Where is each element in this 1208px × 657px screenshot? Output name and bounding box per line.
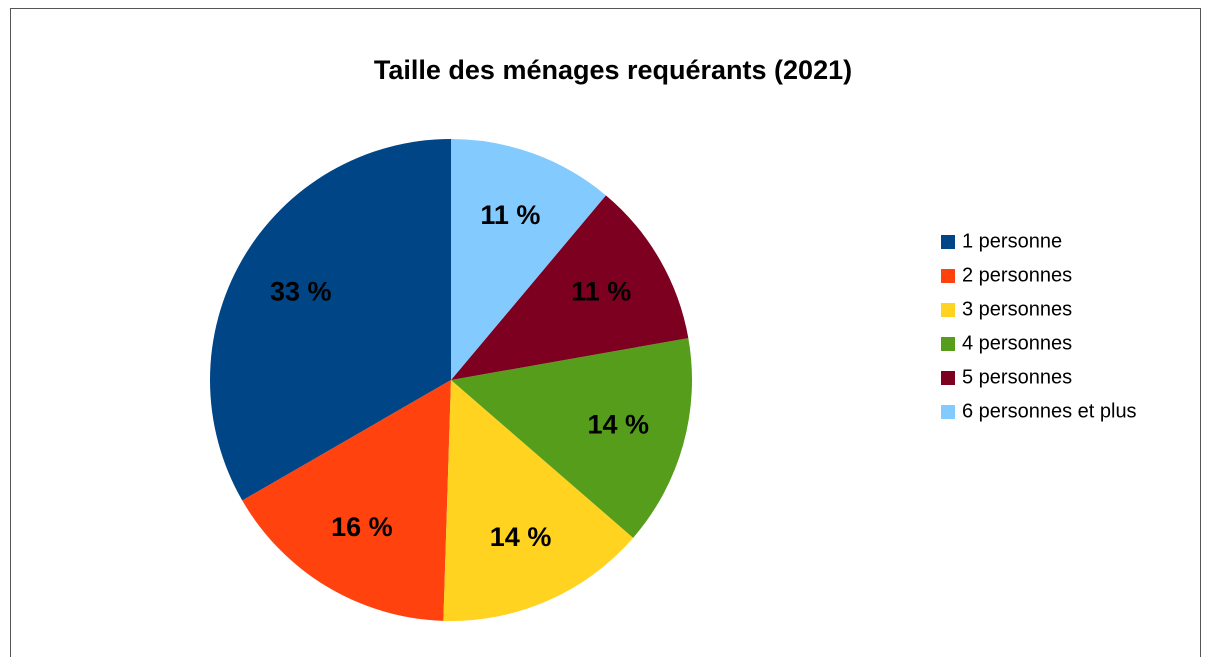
legend-label: 1 personne	[962, 230, 1062, 252]
pie-slice	[451, 139, 606, 380]
pie-slice	[242, 380, 451, 621]
data-label: 16 %	[331, 512, 393, 542]
legend-label: 2 personnes	[962, 264, 1072, 286]
legend-swatch	[941, 337, 955, 351]
data-label: 11 %	[480, 200, 540, 230]
legend-swatch	[941, 235, 955, 249]
pie-slice	[451, 338, 692, 538]
data-label: 11 %	[571, 276, 631, 306]
pie-slice	[209, 139, 451, 501]
legend-label: 5 personnes	[962, 366, 1072, 388]
legend-swatch	[941, 269, 955, 283]
data-label: 33 %	[270, 276, 332, 306]
data-label: 14 %	[490, 522, 552, 552]
data-label: 14 %	[587, 409, 649, 439]
chart-title: Taille des ménages requérants (2021)	[374, 55, 852, 85]
pie-slice	[451, 195, 689, 380]
legend-label: 6 personnes et plus	[962, 400, 1137, 422]
pie-slice	[443, 380, 634, 621]
legend-swatch	[941, 371, 955, 385]
legend-swatch	[941, 303, 955, 317]
legend-label: 4 personnes	[962, 332, 1072, 354]
legend-swatch	[941, 405, 955, 419]
legend-label: 3 personnes	[962, 298, 1072, 320]
